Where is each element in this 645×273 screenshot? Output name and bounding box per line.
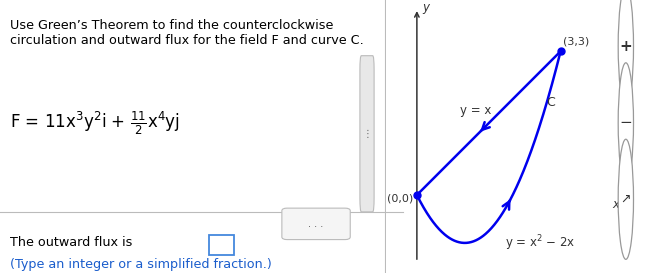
FancyBboxPatch shape bbox=[360, 56, 374, 212]
Text: F = 11x$^3$y$^2$i + $\frac{11}{2}$x$^4$yj: F = 11x$^3$y$^2$i + $\frac{11}{2}$x$^4$y… bbox=[10, 109, 179, 136]
Text: −: − bbox=[619, 115, 632, 130]
Text: . . .: . . . bbox=[308, 219, 324, 229]
Circle shape bbox=[618, 139, 633, 259]
Text: C: C bbox=[546, 96, 555, 109]
Text: y = x: y = x bbox=[460, 103, 491, 117]
Text: ⋮: ⋮ bbox=[362, 129, 372, 139]
FancyBboxPatch shape bbox=[282, 208, 350, 240]
Text: ↗: ↗ bbox=[620, 193, 631, 206]
Text: The outward flux is: The outward flux is bbox=[10, 236, 132, 249]
Text: (Type an integer or a simplified fraction.): (Type an integer or a simplified fractio… bbox=[10, 258, 272, 271]
Text: (3,3): (3,3) bbox=[563, 36, 590, 46]
Circle shape bbox=[618, 63, 633, 183]
Text: y = x$^2$ $-$ 2x: y = x$^2$ $-$ 2x bbox=[506, 234, 576, 253]
Text: (0,0): (0,0) bbox=[387, 194, 413, 204]
Text: x: x bbox=[612, 198, 619, 211]
FancyBboxPatch shape bbox=[209, 235, 234, 255]
Circle shape bbox=[618, 0, 633, 106]
Text: +: + bbox=[619, 39, 632, 54]
Text: y: y bbox=[422, 1, 429, 14]
Text: Use Green’s Theorem to find the counterclockwise
circulation and outward flux fo: Use Green’s Theorem to find the counterc… bbox=[10, 19, 363, 47]
